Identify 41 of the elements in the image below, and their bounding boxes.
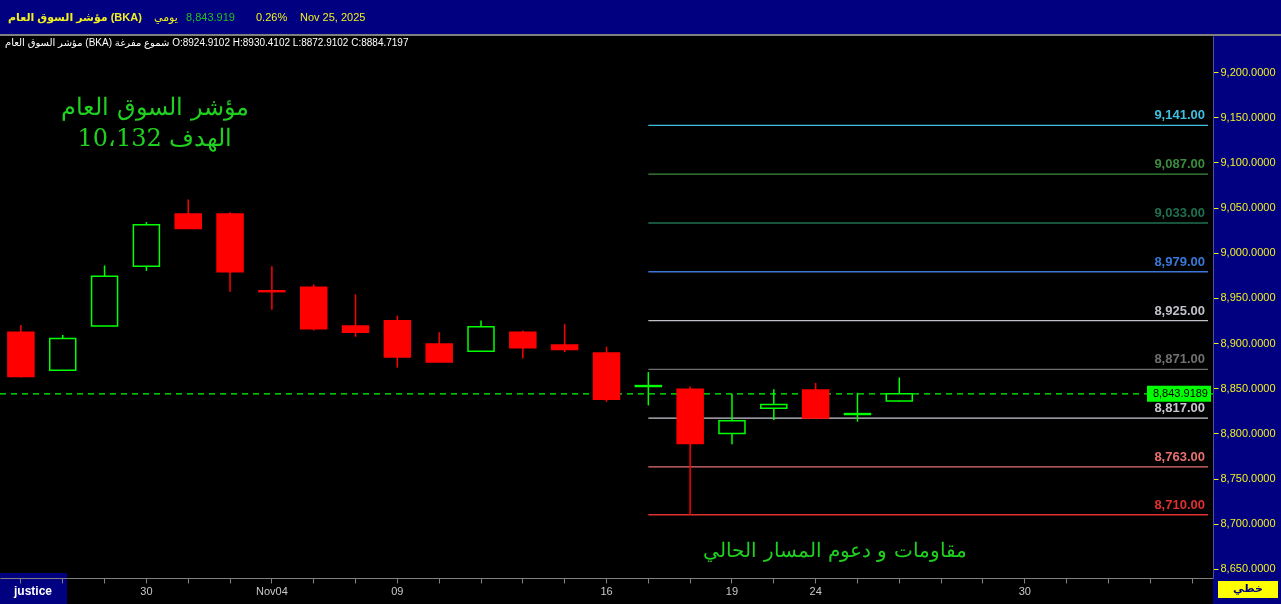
y-tick-label: 9,000.0000 (1220, 246, 1276, 259)
text: يومي (154, 11, 178, 24)
text: justice (12, 584, 53, 598)
ref-line-label: 8,925.00 (1154, 302, 1205, 318)
x-tick-label: 24 (809, 584, 822, 597)
y-tick-label: 9,050.0000 (1220, 201, 1276, 214)
x-tick-label: 30 (1018, 584, 1031, 597)
x-tick-label: 19 (725, 584, 739, 597)
ref-line-label: 8,817.00 (1154, 400, 1205, 416)
y-tick-label: 8,650.0000 (1220, 562, 1276, 575)
annotation: مؤشر السوق العام (BKA) شموع مفرغة O:8924.9102 H:8930.4102 L:8872.9102 C:8884.7197 (5, 37, 409, 49)
ref-line-label: 9,141.00 (1154, 107, 1205, 123)
x-tick-label: Nov04 (255, 584, 288, 597)
x-tick-label: 09 (391, 584, 404, 597)
text: 8,843.919 (186, 11, 235, 23)
ref-line-label: 8,871.00 (1154, 351, 1205, 367)
y-tick-label: 9,100.0000 (1220, 155, 1276, 168)
ref-line-label: 8,843.9189 (1152, 386, 1208, 399)
ref-line-label: 9,033.00 (1154, 204, 1205, 220)
text: Nov 25, 2025 (300, 11, 366, 23)
ref-line-label: 8,763.00 (1154, 448, 1205, 464)
y-tick-label: 8,900.0000 (1220, 336, 1276, 349)
text: 0.26% (256, 11, 288, 23)
annotation: مؤشر السوق العام الهدف 10،132 (61, 93, 249, 153)
y-tick-label: 9,150.0000 (1220, 110, 1276, 123)
y-tick-label: 9,200.0000 (1220, 65, 1276, 78)
text: خطي (1233, 582, 1263, 595)
x-tick-label: 30 (140, 584, 153, 597)
y-tick-label: 8,950.0000 (1220, 291, 1276, 304)
chart-title: مؤشر السوق العام (BKA) (8, 11, 143, 24)
candlestick (550, 323, 579, 353)
ref-line-label: 8,710.00 (1154, 496, 1205, 512)
ref-line-label: 9,087.00 (1154, 156, 1205, 172)
y-tick-label: 8,700.0000 (1220, 517, 1276, 530)
ref-line-label: 8,979.00 (1154, 253, 1205, 269)
y-tick-label: 8,800.0000 (1220, 426, 1276, 439)
y-tick-label: 8,750.0000 (1220, 472, 1276, 485)
annotation: مقاومات و دعوم المسار الحالي (703, 538, 967, 562)
x-tick-label: 16 (600, 584, 613, 597)
y-tick-label: 8,850.0000 (1220, 381, 1276, 394)
candlestick (341, 293, 370, 338)
